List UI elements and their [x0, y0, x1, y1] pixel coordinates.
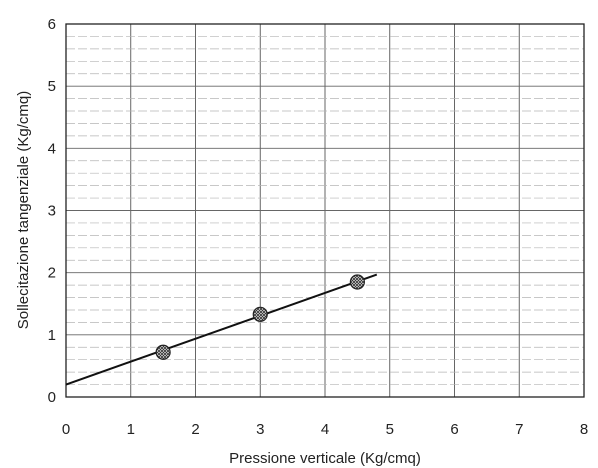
x-tick-label: 5	[386, 421, 394, 438]
data-point	[349, 274, 365, 290]
x-tick-label: 3	[256, 421, 264, 438]
data-point	[155, 344, 171, 360]
y-axis-label: Sollecitazione tangenziale (Kg/cmq)	[15, 91, 32, 329]
x-tick-label: 6	[450, 421, 458, 438]
plot-frame	[65, 23, 585, 398]
y-tick-labels: 0 1 2 3 4 5 6	[48, 16, 56, 406]
trend-line	[65, 273, 378, 386]
x-tick-label: 7	[515, 421, 523, 438]
x-tick-label: 0	[62, 421, 70, 438]
x-tick-label: 8	[580, 421, 588, 438]
y-tick-label: 6	[48, 16, 56, 33]
y-tick-label: 0	[48, 389, 56, 406]
y-tick-label: 2	[48, 265, 56, 282]
grid	[66, 24, 584, 397]
x-tick-label: 1	[127, 421, 135, 438]
y-tick-label: 4	[48, 140, 56, 157]
y-tick-label: 5	[48, 78, 56, 95]
series-layer	[65, 273, 378, 386]
x-axis-label: Pressione verticale (Kg/cmq)	[229, 450, 421, 467]
y-tick-label: 1	[48, 327, 56, 344]
x-tick-labels: 0 1 2 3 4 5 6 7 8	[62, 421, 588, 438]
x-tick-label: 2	[191, 421, 199, 438]
y-tick-label: 3	[48, 203, 56, 220]
x-tick-label: 4	[321, 421, 329, 438]
data-point	[252, 306, 268, 322]
